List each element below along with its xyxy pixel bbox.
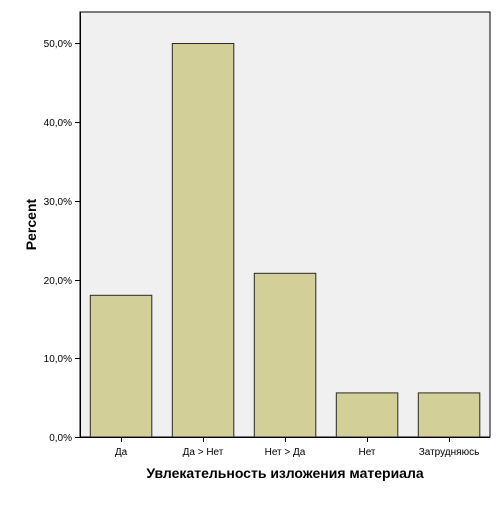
y-tick-label: 0,0%: [49, 433, 72, 444]
x-tick-label: Затрудняюсь: [419, 447, 480, 458]
x-tick-label: Да: [115, 447, 128, 458]
x-tick-label: Да > Нет: [183, 447, 224, 458]
y-tick-label: 50,0%: [44, 39, 72, 50]
bar: [253, 272, 317, 438]
y-tick-label: 10,0%: [44, 354, 72, 365]
x-tick-label: Нет: [358, 447, 375, 458]
y-axis-title: Percent: [23, 198, 39, 250]
x-tick-label: Нет > Да: [265, 447, 306, 458]
y-axis-ticks: 0,0% 10,0% 20,0% 30,0% 40,0% 50,0%: [44, 39, 80, 444]
x-axis-ticks: Да Да > Нет Нет > Да Нет Затрудняюсь: [115, 437, 479, 458]
bar: [335, 392, 399, 438]
bar: [171, 43, 235, 438]
y-tick-label: 40,0%: [44, 118, 72, 129]
bar: [89, 294, 153, 438]
x-axis-title: Увлекательность изложения материала: [146, 465, 424, 481]
bars: [89, 43, 481, 438]
bar: [417, 392, 481, 438]
y-tick-label: 20,0%: [44, 276, 72, 287]
y-tick-label: 30,0%: [44, 197, 72, 208]
